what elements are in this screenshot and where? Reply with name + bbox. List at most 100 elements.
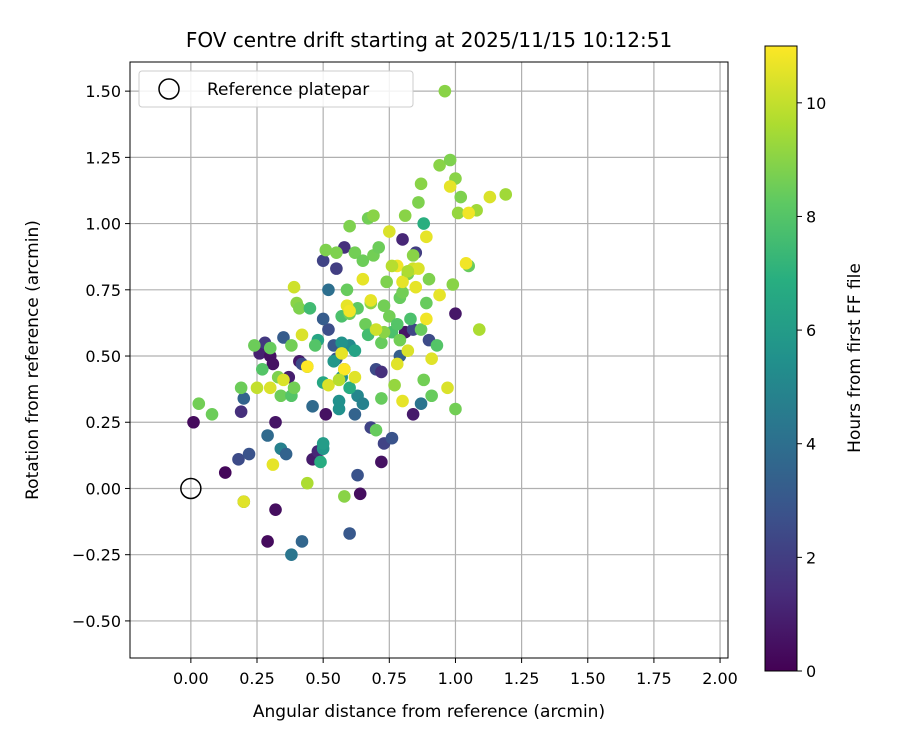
data-point [322, 323, 335, 336]
legend: Reference platepar [138, 70, 414, 108]
data-point [250, 381, 264, 395]
data-point [398, 209, 412, 222]
colorbar: 0 2 4 6 8 10 Hours from first FF file [764, 45, 865, 681]
data-point [420, 230, 433, 244]
y-tick-label: 1.00 [85, 215, 121, 234]
data-point [348, 344, 362, 358]
data-point [242, 447, 256, 461]
colorbar-tick-label: 0 [806, 662, 816, 681]
data-point [316, 437, 330, 450]
data-point [322, 283, 335, 297]
data-point [420, 296, 433, 310]
data-point [261, 535, 274, 548]
data-point [327, 355, 341, 368]
data-point [330, 246, 343, 260]
data-point [372, 241, 386, 254]
data-point [237, 392, 251, 405]
data-point [340, 283, 354, 297]
data-point [433, 159, 446, 172]
x-tick-label: 2.00 [702, 669, 738, 688]
data-point [472, 323, 486, 336]
data-point [306, 400, 319, 413]
data-point [375, 365, 388, 379]
y-axis-ticks: −0.50 −0.25 0.00 0.25 0.50 0.75 1.00 1.25 1.50 [72, 82, 130, 631]
data-point [319, 408, 333, 421]
data-point [316, 254, 330, 267]
data-point [274, 389, 288, 403]
data-point [449, 402, 462, 416]
data-point [369, 323, 383, 336]
data-point [375, 455, 388, 469]
data-point [192, 397, 206, 411]
data-point [414, 323, 428, 336]
data-point [412, 196, 425, 209]
x-tick-label: 1.25 [504, 669, 540, 688]
data-point [343, 527, 356, 540]
data-point [234, 381, 248, 395]
data-point [300, 360, 314, 373]
data-point [385, 259, 399, 273]
data-point [343, 381, 356, 395]
data-point [406, 249, 420, 262]
data-point [409, 280, 423, 294]
data-point [356, 254, 370, 267]
data-point [343, 304, 356, 318]
data-point [300, 476, 314, 490]
data-point [293, 302, 306, 315]
data-point [367, 209, 380, 222]
data-point [425, 389, 438, 403]
data-point [401, 344, 415, 358]
data-point [369, 423, 383, 437]
plot-frame [129, 61, 729, 659]
data-point [377, 299, 391, 312]
data-point [332, 394, 346, 408]
data-point [375, 336, 388, 350]
data-point [356, 397, 370, 411]
data-point [406, 408, 420, 421]
data-point [308, 339, 322, 352]
y-tick-label: −0.25 [72, 546, 121, 565]
data-point [266, 458, 280, 471]
data-point [248, 339, 261, 352]
legend-box [138, 70, 414, 108]
data-point [269, 415, 282, 429]
data-point [285, 548, 298, 561]
data-point [443, 180, 457, 193]
data-point [343, 219, 356, 233]
data-point [338, 362, 351, 376]
data-point [383, 225, 396, 238]
data-point [417, 217, 431, 230]
data-point [319, 243, 333, 257]
data-point [234, 405, 248, 418]
data-point [364, 294, 378, 307]
data-point [338, 490, 351, 503]
y-tick-label: −0.50 [72, 612, 121, 631]
colorbar-tick-label: 10 [806, 94, 826, 113]
data-point [414, 397, 428, 411]
data-point [330, 262, 343, 275]
data-point [348, 370, 362, 384]
x-tick-label: 0.50 [305, 669, 341, 688]
data-point [359, 317, 372, 331]
legend-marker [158, 78, 180, 100]
data-point [256, 362, 269, 376]
data-point [205, 408, 219, 421]
data-point [499, 188, 513, 201]
x-tick-label: 1.75 [636, 669, 672, 688]
data-point [393, 333, 407, 347]
data-point [390, 357, 404, 371]
data-point [404, 312, 417, 326]
data-point [383, 309, 396, 323]
y-tick-label: 0.00 [85, 479, 121, 498]
colorbar-tick-label: 2 [806, 548, 816, 567]
data-point [441, 381, 454, 395]
data-point [433, 288, 446, 302]
data-point [266, 357, 280, 371]
data-point [396, 394, 409, 408]
data-point [462, 206, 475, 220]
data-point [295, 328, 309, 342]
data-point [237, 495, 251, 509]
data-point [380, 275, 393, 289]
colorbar-tick-label: 6 [806, 321, 816, 340]
